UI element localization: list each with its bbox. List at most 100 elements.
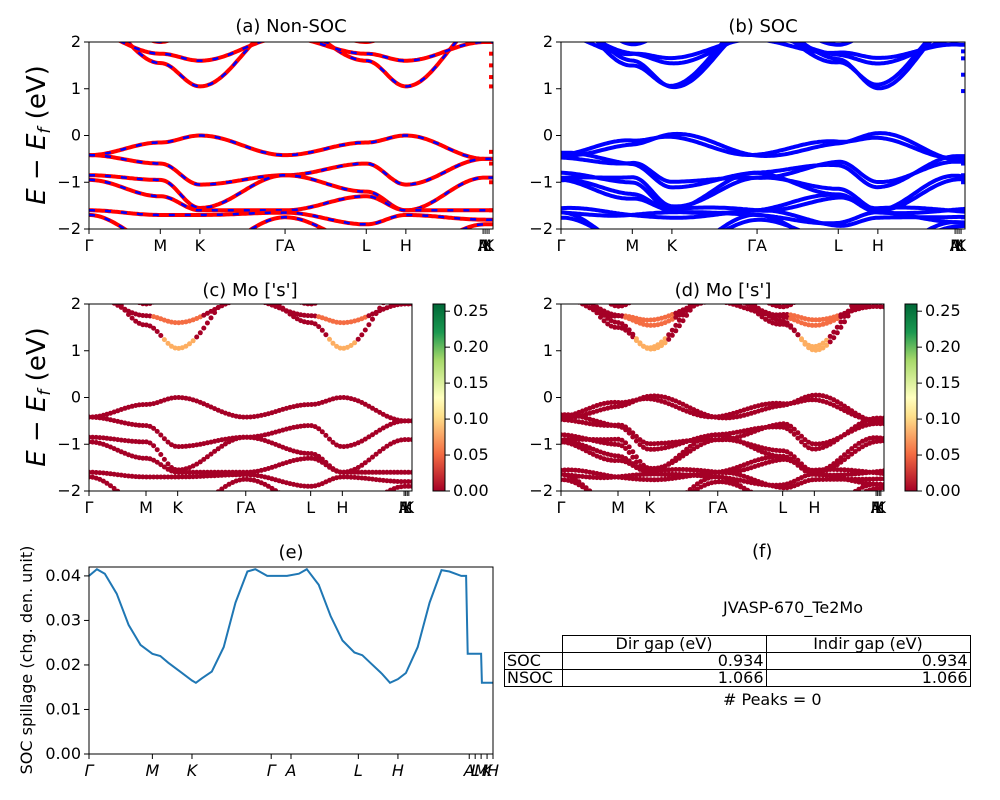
band-projection-point bbox=[627, 502, 632, 507]
band-projection-point bbox=[856, 294, 861, 299]
band-projection-point bbox=[821, 287, 826, 292]
band-projection-point bbox=[881, 304, 884, 310]
band-projection-point bbox=[882, 276, 887, 281]
band-projection-point bbox=[154, 428, 160, 434]
band-projection-point bbox=[115, 488, 121, 491]
band-projection-point bbox=[791, 454, 797, 460]
band-projection-point bbox=[370, 432, 375, 438]
y-tick-label: 1 bbox=[543, 341, 553, 360]
x-tick-label: A bbox=[463, 761, 475, 780]
band-projection-point bbox=[669, 332, 675, 338]
band-projection-point bbox=[870, 435, 876, 441]
band-projection-point bbox=[694, 467, 700, 473]
band-projection-point bbox=[813, 322, 819, 328]
band-projection-point bbox=[219, 486, 225, 491]
gap-table: Dir gap (eV) Indir gap (eV) SOC 0.934 0.… bbox=[504, 635, 971, 687]
band-projection-point bbox=[222, 472, 228, 478]
y-tick-label: 0.00 bbox=[45, 744, 81, 763]
band-projection-point bbox=[698, 473, 704, 479]
band-projection-point bbox=[648, 477, 654, 483]
band-projection-point bbox=[244, 472, 250, 478]
panel-a-plot bbox=[89, 42, 493, 229]
band-projection-point bbox=[630, 504, 635, 509]
band-projection-point bbox=[856, 297, 861, 302]
band-projection-point bbox=[634, 290, 639, 295]
band-projection-point bbox=[626, 304, 632, 306]
band-projection-point bbox=[835, 505, 840, 510]
colorbar-tick-label: 0.20 bbox=[925, 337, 961, 356]
band-projection-point bbox=[402, 418, 408, 424]
x-tick-label: K bbox=[404, 498, 415, 517]
band-projection-point bbox=[305, 313, 311, 319]
x-tick-label: H bbox=[400, 236, 412, 255]
panel-e-title: (e) bbox=[278, 542, 303, 563]
band-projection-point bbox=[882, 284, 887, 289]
band-projection-point bbox=[673, 501, 678, 506]
band-projection-point bbox=[594, 475, 600, 481]
band-projection-point bbox=[166, 510, 171, 515]
band-projection-point bbox=[90, 414, 96, 420]
band-projection-point bbox=[813, 289, 818, 294]
band-projection-point bbox=[803, 288, 808, 293]
band-projection-point bbox=[363, 285, 368, 290]
band-projection-point bbox=[756, 496, 761, 501]
band-projection-point bbox=[691, 472, 697, 478]
band-projection-point bbox=[406, 283, 411, 288]
band-projection-point bbox=[154, 447, 160, 453]
band-projection-point bbox=[151, 443, 157, 449]
band-projection-point bbox=[781, 401, 786, 407]
band-projection-point bbox=[97, 278, 102, 283]
band-projection-point bbox=[194, 461, 200, 467]
band-projection-point bbox=[813, 477, 819, 483]
band-projection-point bbox=[695, 274, 700, 279]
band-projection-point bbox=[108, 299, 113, 304]
band-projection-point bbox=[838, 319, 844, 325]
band-projection-point bbox=[569, 467, 575, 473]
band-projection-point bbox=[641, 286, 646, 291]
band-projection-point bbox=[187, 287, 192, 292]
band-projection-point bbox=[337, 474, 343, 480]
band-projection-point bbox=[208, 315, 214, 321]
band-projection-point bbox=[853, 278, 858, 283]
x-tick-label: Γ bbox=[85, 761, 95, 780]
band-projection-point bbox=[559, 294, 564, 299]
band-projection-point bbox=[409, 418, 412, 424]
band-projection-point bbox=[712, 432, 718, 438]
band-projection-point bbox=[652, 289, 657, 294]
band-projection-point bbox=[384, 280, 389, 285]
table-row-label: NSOC bbox=[504, 669, 563, 687]
band-projection-point bbox=[151, 325, 157, 331]
table-cell: 0.934 bbox=[561, 652, 767, 670]
band-projection-point bbox=[788, 451, 794, 457]
band-projection-point bbox=[370, 454, 375, 460]
band-projection-point bbox=[155, 505, 160, 510]
band-projection-point bbox=[856, 283, 861, 288]
band-projection-point bbox=[165, 461, 171, 467]
band-projection-point bbox=[619, 443, 625, 449]
band-projection-point bbox=[129, 438, 135, 444]
band-projection-point bbox=[770, 504, 775, 509]
band-projection-point bbox=[576, 267, 581, 272]
band-projection-point bbox=[831, 335, 837, 341]
x-tick-label: K bbox=[187, 761, 199, 780]
band-projection-point bbox=[569, 261, 574, 266]
band-projection-point bbox=[619, 321, 625, 327]
band-projection-point bbox=[669, 471, 675, 477]
x-tick-label: H bbox=[487, 761, 499, 780]
band-projection-point bbox=[569, 265, 574, 270]
band-projection-point bbox=[316, 453, 322, 459]
band-projection-point bbox=[90, 260, 95, 265]
band-projection-point bbox=[373, 469, 379, 475]
band-projection-point bbox=[402, 437, 408, 443]
band-projection-point bbox=[799, 511, 804, 516]
band-projection-point bbox=[143, 402, 149, 407]
band-projection-point bbox=[187, 509, 192, 514]
band-projection-point bbox=[648, 322, 654, 328]
band-projection-point bbox=[662, 463, 668, 469]
band-projection-point bbox=[301, 456, 307, 462]
band-projection-point bbox=[645, 290, 650, 295]
band-projection-point bbox=[161, 456, 167, 462]
band-projection-point bbox=[877, 421, 883, 427]
band-projection-point bbox=[97, 294, 102, 299]
